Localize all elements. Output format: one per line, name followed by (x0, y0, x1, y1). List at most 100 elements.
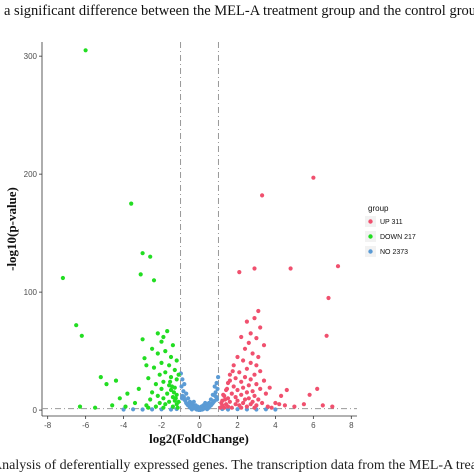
no-point (235, 407, 240, 412)
up-point (324, 333, 329, 338)
down-point (169, 384, 175, 389)
x-axis-title: log2(FoldChange) (149, 431, 249, 446)
down-point (153, 382, 158, 387)
no-point (273, 407, 278, 412)
up-point (235, 354, 240, 360)
down-point (157, 372, 162, 377)
no-point (140, 407, 145, 412)
x-tick-label: 2 (235, 421, 240, 430)
y-tick-label: 300 (24, 52, 38, 61)
figure-caption-top: a significant difference between the MEL… (0, 0, 474, 24)
no-point (131, 407, 136, 412)
x-ticks: -8 -6 -4 -2 0 2 4 6 8 (44, 416, 354, 430)
down-point (74, 323, 79, 328)
x-tick-label: -2 (158, 421, 166, 430)
up-point (252, 266, 257, 271)
up-point (239, 334, 244, 340)
down-point (174, 392, 179, 397)
legend-swatch-no (368, 249, 373, 254)
up-point (239, 392, 244, 397)
up-point (288, 266, 293, 271)
up-point (252, 393, 257, 398)
down-point (142, 356, 147, 361)
no-point (208, 397, 213, 402)
no-point (214, 397, 220, 402)
down-point (168, 354, 174, 360)
down-point (161, 334, 166, 340)
no-point (182, 382, 187, 387)
down-point (168, 379, 173, 384)
down-point (174, 377, 179, 382)
no-point (181, 395, 186, 400)
up-point (241, 358, 246, 363)
up-point (227, 399, 232, 404)
up-point (221, 392, 226, 397)
down-point (148, 397, 153, 402)
no-point (196, 407, 201, 412)
up-point (277, 402, 282, 407)
up-point (242, 346, 248, 351)
down-point (159, 360, 164, 365)
up-point (265, 404, 270, 409)
y-tick-label: 0 (33, 406, 38, 415)
down-point (176, 372, 181, 377)
down-point (163, 349, 168, 354)
up-point (315, 386, 320, 391)
down-point (172, 367, 177, 373)
down-point (173, 396, 178, 401)
up-point (335, 264, 341, 269)
up-point (225, 404, 231, 409)
up-point (326, 295, 331, 301)
down-point (113, 378, 119, 383)
up-point (254, 336, 259, 341)
legend-swatch-down (368, 234, 373, 239)
down-point (155, 393, 160, 398)
up-point (244, 319, 249, 324)
no-point (213, 393, 218, 398)
figure-caption-bottom: Analysis of deferentially expressed gene… (0, 458, 474, 475)
caption-bottom-text: Analysis of deferentially expressed gene… (0, 458, 474, 473)
down-point (163, 402, 168, 407)
x-tick-label: 4 (273, 421, 278, 430)
up-point (242, 397, 248, 402)
up-point (301, 402, 306, 407)
up-point (230, 369, 235, 374)
up-point (284, 387, 289, 393)
legend-label-up: UP 311 (380, 219, 403, 226)
up-point (244, 404, 249, 409)
up-point (246, 340, 251, 345)
up-point (248, 360, 253, 365)
up-point (241, 385, 246, 390)
up-point (233, 402, 238, 407)
down-point (161, 405, 166, 410)
legend: group UP 311 DOWN 217 NO 2373 (365, 204, 416, 257)
up-point (252, 405, 257, 410)
legend-swatch-up (368, 219, 373, 224)
down-point (148, 254, 153, 259)
down-point (167, 363, 172, 368)
up-point (256, 397, 261, 402)
down-point (151, 365, 157, 370)
no-point (216, 375, 221, 380)
down-point (60, 275, 65, 281)
no-point (215, 386, 220, 391)
down-point (136, 386, 141, 391)
down-point (175, 405, 180, 410)
up-point (256, 354, 261, 360)
down-point (168, 375, 174, 380)
caption-top-text: a significant difference between the MEL… (4, 3, 474, 19)
down-point (83, 48, 88, 53)
up-point (233, 395, 238, 400)
up-point (229, 391, 234, 396)
up-point (269, 405, 274, 410)
y-tick-label: 200 (24, 170, 38, 179)
down-point (159, 386, 164, 391)
up-point (222, 405, 227, 410)
up-point (252, 316, 257, 321)
down-point (77, 404, 83, 409)
up-point (311, 175, 316, 180)
up-point (261, 343, 267, 348)
no-point (185, 402, 190, 407)
up-point (241, 400, 246, 406)
